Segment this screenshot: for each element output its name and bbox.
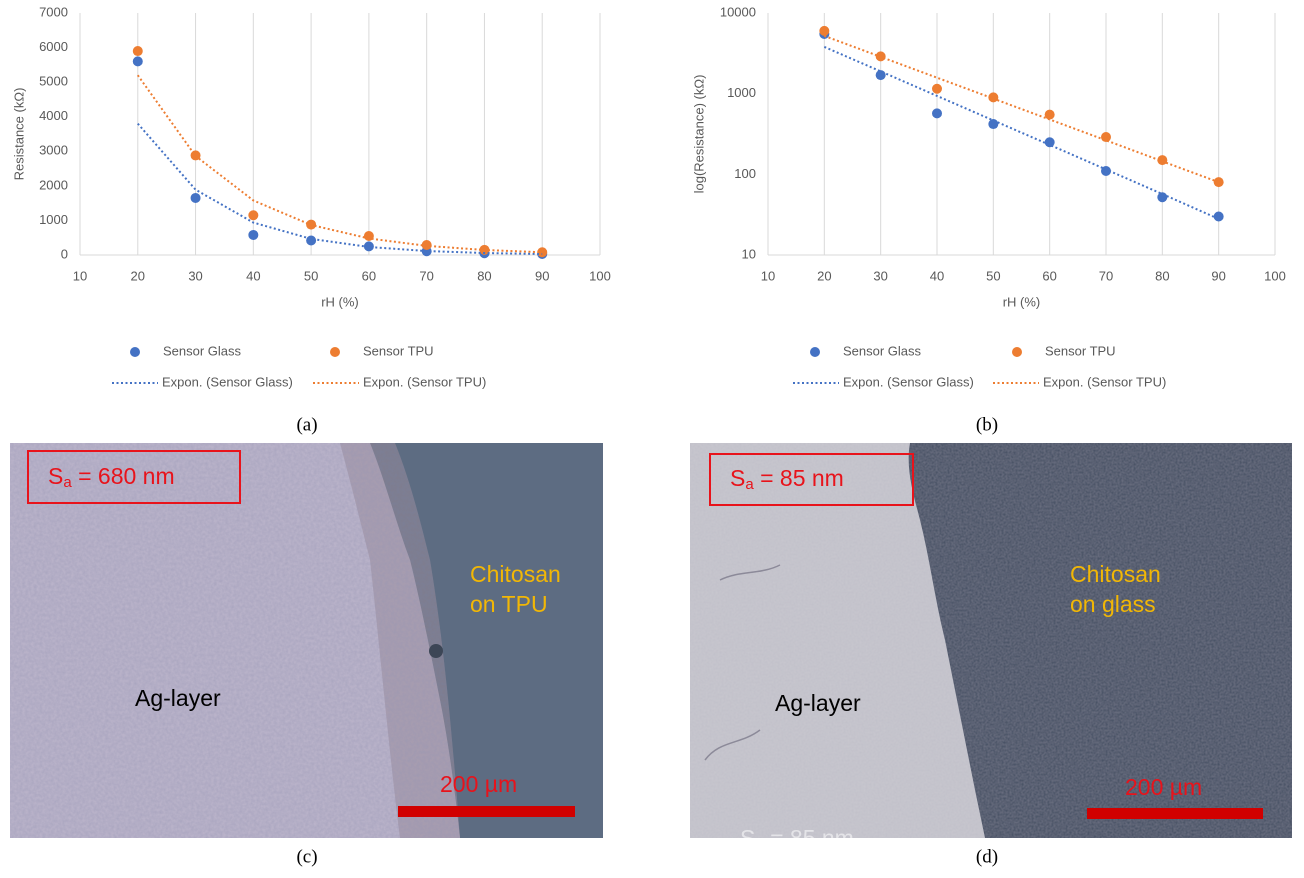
trend-line	[138, 124, 542, 254]
data-point	[1157, 192, 1167, 202]
data-point	[932, 84, 942, 94]
chart: 10 20 30 40 50 60 70 80 90 100 10 100 1000 10000 rH (%…	[691, 4, 1285, 389]
legend-label: Expon. (Sensor TPU)	[363, 374, 486, 389]
y-tick-label: 100	[734, 166, 756, 181]
x-tick-label: 70	[1099, 268, 1113, 283]
y-tick-label: 5000	[39, 74, 68, 89]
scale-bar	[1087, 808, 1263, 819]
x-tick-label: 40	[930, 268, 944, 283]
defect	[429, 644, 443, 658]
x-tick-label: 80	[477, 268, 491, 283]
data-point	[1214, 212, 1224, 222]
x-axis-label: rH (%)	[1003, 294, 1041, 309]
x-tick-label: 20	[817, 268, 831, 283]
x-axis-label: rH (%)	[321, 294, 359, 309]
legend-marker	[130, 347, 140, 357]
region-label: Chitosan	[470, 561, 561, 587]
legend-marker	[1012, 347, 1022, 357]
legend-label: Expon. (Sensor TPU)	[1043, 374, 1166, 389]
legend-label: Sensor TPU	[1045, 343, 1116, 358]
region-label: Ag-layer	[135, 685, 221, 711]
caption: (c)	[296, 846, 317, 867]
caption: (d)	[976, 846, 998, 867]
y-axis-label: Resistance (kΩ)	[11, 88, 26, 181]
legend-label: Expon. (Sensor Glass)	[162, 374, 293, 389]
y-tick-label: 4000	[39, 108, 68, 123]
y-tick-label: 6000	[39, 39, 68, 54]
y-tick-label: 10000	[720, 4, 756, 19]
scale-bar	[398, 806, 575, 817]
x-tick-label: 80	[1155, 268, 1169, 283]
y-tick-label: 1000	[727, 85, 756, 100]
data-point	[1214, 177, 1224, 187]
y-tick-label: 3000	[39, 143, 68, 158]
x-tick-label: 40	[246, 268, 260, 283]
y-tick-label: 1000	[39, 212, 68, 227]
legend-label: Expon. (Sensor Glass)	[843, 374, 974, 389]
y-tick-label: 7000	[39, 4, 68, 19]
x-tick-label: 10	[73, 268, 87, 283]
data-point	[1101, 132, 1111, 142]
legend-label: Sensor Glass	[843, 343, 922, 358]
data-point	[932, 108, 942, 118]
trend-line	[138, 75, 542, 252]
data-point	[1045, 110, 1055, 120]
x-tick-label: 70	[419, 268, 433, 283]
x-tick-label: 50	[304, 268, 318, 283]
data-point	[133, 46, 143, 56]
x-tick-label: 90	[1211, 268, 1225, 283]
micrograph: Sa = 85 nm Chitosan on glass Ag-layer 20…	[690, 443, 1292, 853]
data-point	[248, 230, 258, 240]
legend-label: Sensor TPU	[363, 343, 434, 358]
data-point	[248, 210, 258, 220]
data-point	[988, 119, 998, 129]
region-label: Chitosan	[1070, 561, 1161, 587]
x-tick-label: 60	[1042, 268, 1056, 283]
x-tick-label: 30	[188, 268, 202, 283]
data-point	[133, 56, 143, 66]
x-tick-label: 10	[761, 268, 775, 283]
y-tick-label: 0	[61, 246, 68, 261]
scale-bar-label: 200 µm	[440, 771, 517, 797]
y-tick-label: 10	[742, 246, 756, 261]
micrograph: Sa = 680 nm Chitosan on TPU Ag-layer 200…	[10, 443, 603, 838]
caption: (b)	[976, 414, 998, 435]
legend-label: Sensor Glass	[163, 343, 242, 358]
trend-line	[824, 47, 1218, 219]
x-tick-label: 60	[362, 268, 376, 283]
x-tick-label: 30	[873, 268, 887, 283]
data-point	[306, 235, 316, 245]
x-tick-label: 90	[535, 268, 549, 283]
region-label: on glass	[1070, 591, 1156, 617]
caption: (a)	[296, 414, 317, 435]
legend-marker	[810, 347, 820, 357]
data-point	[876, 70, 886, 80]
region-label: on TPU	[470, 591, 548, 617]
figure: (a) (b) (c) (d) Sa = 680 nm Chitosan on …	[0, 0, 1304, 873]
y-axis-label: log(Resistance) (kΩ)	[691, 75, 706, 194]
scale-bar-label: 200 µm	[1125, 774, 1202, 800]
x-tick-label: 20	[131, 268, 145, 283]
x-tick-label: 100	[589, 268, 611, 283]
x-tick-label: 100	[1264, 268, 1286, 283]
data-point	[191, 193, 201, 203]
region-label: Ag-layer	[775, 690, 861, 716]
x-tick-label: 50	[986, 268, 1000, 283]
trend-line	[824, 36, 1218, 182]
y-tick-label: 2000	[39, 177, 68, 192]
data-point	[819, 26, 829, 36]
legend-marker	[330, 347, 340, 357]
